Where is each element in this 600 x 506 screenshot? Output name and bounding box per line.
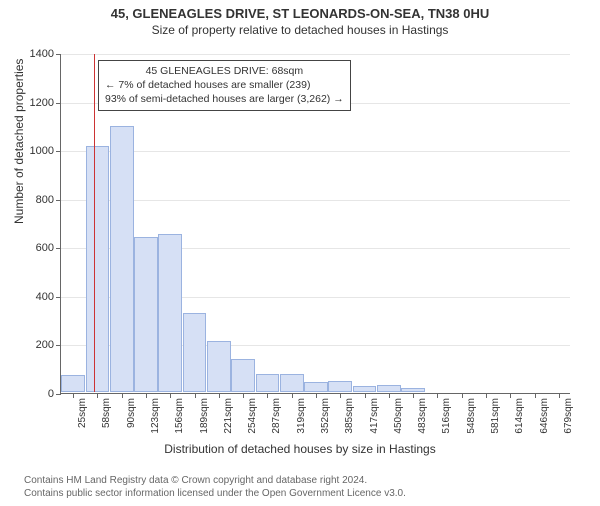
chart-title: 45, GLENEAGLES DRIVE, ST LEONARDS-ON-SEA…: [0, 6, 600, 21]
x-tick-label: 189sqm: [199, 398, 210, 438]
x-tick-label: 417sqm: [369, 398, 380, 438]
y-tick: [56, 248, 61, 249]
marker-line: [94, 54, 95, 392]
x-tick: [73, 393, 74, 398]
x-tick-label: 483sqm: [417, 398, 428, 438]
x-tick-label: 352sqm: [320, 398, 331, 438]
footer-line-2: Contains public sector information licen…: [24, 487, 406, 500]
x-tick-label: 385sqm: [344, 398, 355, 438]
x-tick-label: 90sqm: [126, 398, 137, 438]
x-tick: [510, 393, 511, 398]
x-tick-label: 319sqm: [296, 398, 307, 438]
histogram-bar: [353, 386, 377, 392]
histogram-bar: [134, 237, 158, 392]
y-axis-title: Number of detached properties: [12, 59, 26, 224]
x-tick-label: 221sqm: [223, 398, 234, 438]
y-tick-label: 1400: [30, 48, 54, 60]
x-tick: [267, 393, 268, 398]
x-tick: [122, 393, 123, 398]
y-tick-label: 600: [36, 242, 54, 254]
x-tick: [243, 393, 244, 398]
chart-subtitle: Size of property relative to detached ho…: [0, 23, 600, 37]
histogram-bar: [183, 313, 207, 392]
x-tick: [146, 393, 147, 398]
x-tick-label: 58sqm: [101, 398, 112, 438]
info-box: 45 GLENEAGLES DRIVE: 68sqm ← 7% of detac…: [98, 60, 351, 111]
y-tick: [56, 151, 61, 152]
x-tick: [340, 393, 341, 398]
x-tick: [365, 393, 366, 398]
histogram-bar: [304, 382, 328, 392]
y-tick: [56, 297, 61, 298]
gridline: [61, 54, 570, 55]
histogram-bar: [61, 375, 85, 392]
info-line-3: 93% of semi-detached houses are larger (…: [105, 92, 344, 106]
x-tick: [292, 393, 293, 398]
footer-line-1: Contains HM Land Registry data © Crown c…: [24, 474, 406, 487]
histogram-bar: [401, 388, 425, 392]
histogram-bar: [231, 359, 255, 392]
x-tick: [535, 393, 536, 398]
x-tick: [486, 393, 487, 398]
y-tick-label: 200: [36, 339, 54, 351]
footer: Contains HM Land Registry data © Crown c…: [24, 474, 406, 500]
histogram-bar: [86, 146, 110, 393]
x-tick-label: 450sqm: [393, 398, 404, 438]
x-tick-label: 25sqm: [77, 398, 88, 438]
info-line-1: 45 GLENEAGLES DRIVE: 68sqm: [105, 64, 344, 78]
x-tick: [437, 393, 438, 398]
x-tick-label: 254sqm: [247, 398, 258, 438]
y-tick: [56, 200, 61, 201]
x-tick: [316, 393, 317, 398]
histogram-bar: [158, 234, 182, 392]
x-tick-label: 516sqm: [441, 398, 452, 438]
y-tick-label: 800: [36, 194, 54, 206]
x-tick-label: 156sqm: [174, 398, 185, 438]
x-axis-title: Distribution of detached houses by size …: [0, 442, 600, 456]
x-tick-label: 679sqm: [563, 398, 574, 438]
histogram-bar: [207, 341, 231, 392]
y-tick-label: 1000: [30, 145, 54, 157]
x-tick-label: 646sqm: [539, 398, 550, 438]
x-tick-label: 123sqm: [150, 398, 161, 438]
y-tick: [56, 103, 61, 104]
x-tick: [97, 393, 98, 398]
histogram-bar: [280, 374, 304, 392]
x-tick: [170, 393, 171, 398]
gridline: [61, 200, 570, 201]
x-tick-label: 548sqm: [466, 398, 477, 438]
info-line-2: ← 7% of detached houses are smaller (239…: [105, 78, 344, 92]
x-tick: [389, 393, 390, 398]
y-tick-label: 400: [36, 291, 54, 303]
y-tick: [56, 54, 61, 55]
x-tick: [413, 393, 414, 398]
histogram-bar: [328, 381, 352, 392]
y-tick: [56, 394, 61, 395]
x-tick: [462, 393, 463, 398]
x-tick-label: 614sqm: [514, 398, 525, 438]
y-tick-label: 0: [48, 388, 54, 400]
x-tick-label: 581sqm: [490, 398, 501, 438]
x-tick-label: 287sqm: [271, 398, 282, 438]
histogram-bar: [377, 385, 401, 392]
histogram-bar: [110, 126, 134, 392]
x-tick: [219, 393, 220, 398]
gridline: [61, 151, 570, 152]
histogram-bar: [256, 374, 280, 392]
y-tick-label: 1200: [30, 97, 54, 109]
x-tick: [195, 393, 196, 398]
x-tick: [559, 393, 560, 398]
y-tick: [56, 345, 61, 346]
